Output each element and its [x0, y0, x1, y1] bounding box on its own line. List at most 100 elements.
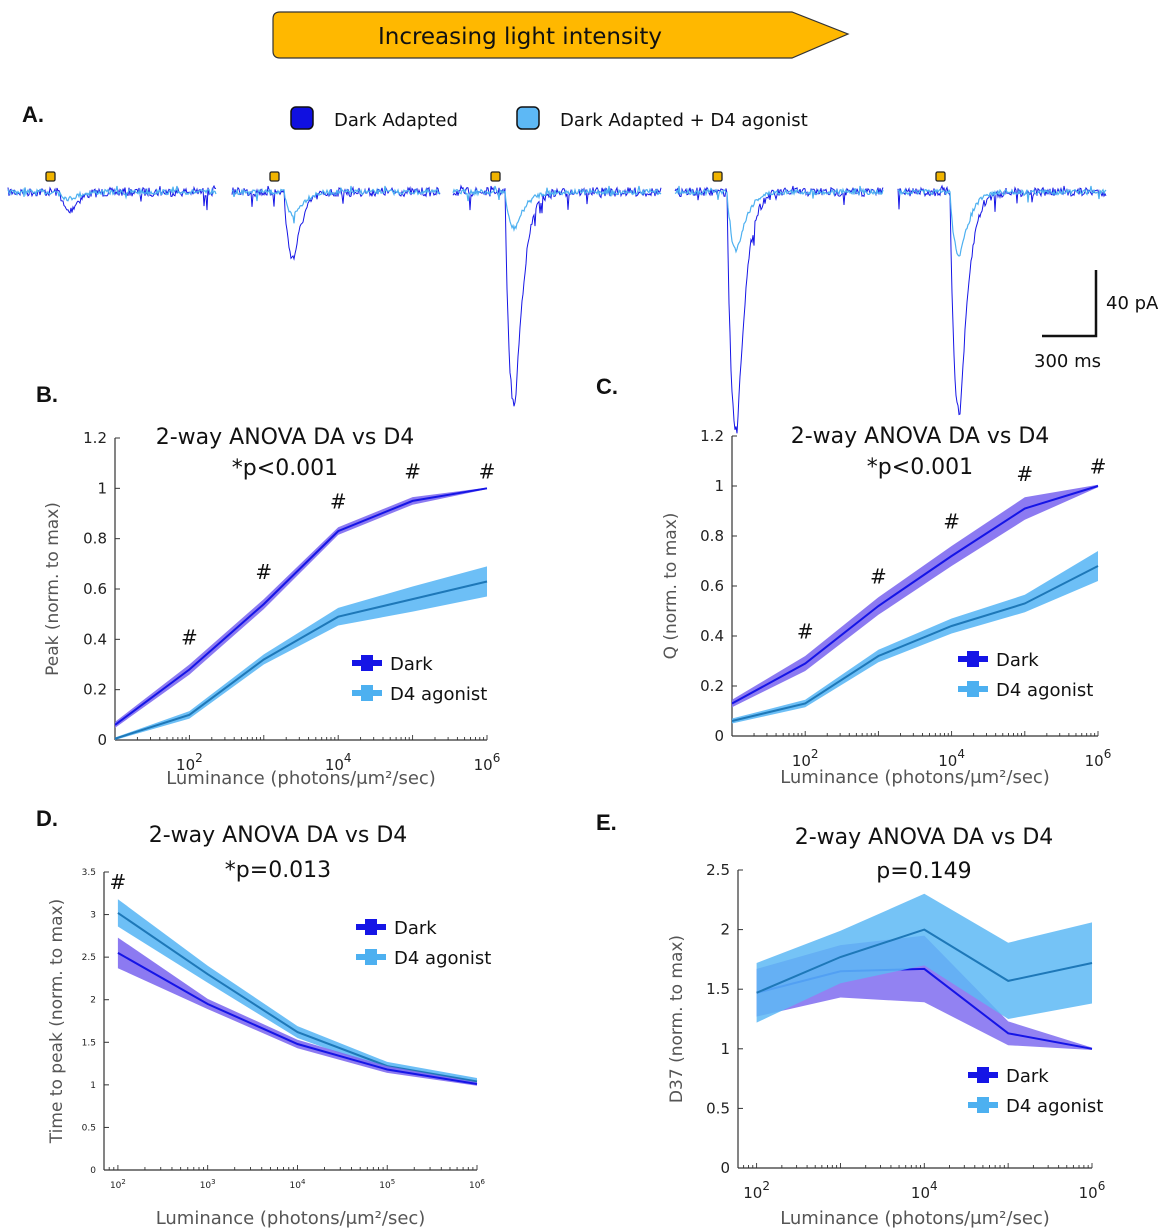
- trace-d4-agonist: [232, 186, 440, 223]
- trace-dark-adapted: [898, 186, 1106, 415]
- legend-marker-dark: [967, 651, 979, 667]
- y-tick-label: 0: [720, 1159, 730, 1177]
- y-tick-label: 1.2: [700, 427, 724, 445]
- legend-label-dark-adapted: Dark Adapted: [334, 110, 458, 131]
- trace-dark-adapted: [675, 186, 883, 433]
- x-tick-label: 104: [289, 1178, 305, 1191]
- trace-d4-agonist: [453, 186, 661, 230]
- significance-marker: #: [943, 510, 960, 534]
- scale-bar: 40 pA 300 ms: [1034, 270, 1159, 372]
- legend-label-dark: Dark: [390, 654, 433, 675]
- legend-marker-d4-agonist: [361, 685, 373, 701]
- y-tick-label: 1.5: [82, 1038, 96, 1048]
- y-axis-label: Time to peak (norm. to max): [47, 899, 67, 1144]
- panel-letter: E.: [596, 810, 617, 835]
- stimulus-marker: [491, 172, 500, 181]
- chart-panel-b: B.2-way ANOVA DA vs D4*p<0.00100.20.40.6…: [36, 382, 500, 789]
- y-axis-label: Q (norm. to max): [661, 513, 681, 660]
- x-tick-label: 105: [379, 1178, 395, 1191]
- current-traces: [8, 172, 1106, 433]
- chart-subtitle: *p<0.001: [232, 456, 338, 481]
- y-tick-label: 2: [720, 921, 730, 939]
- scale-bar-y-label: 40 pA: [1106, 293, 1159, 314]
- significance-marker: #: [870, 565, 887, 589]
- panel-a: A. Dark Adapted Dark Adapted + D4 agonis…: [8, 102, 1159, 433]
- y-axis-label: D37 (norm. to max): [667, 935, 687, 1103]
- y-tick-label: 0.8: [83, 530, 107, 548]
- legend-label-d4-agonist: D4 agonist: [996, 680, 1093, 701]
- y-tick-label: 2: [90, 996, 96, 1006]
- significance-marker: #: [797, 620, 814, 644]
- y-tick-label: 2.5: [706, 861, 730, 879]
- y-tick-label: 1.2: [83, 429, 107, 447]
- legend-label-dark: Dark: [996, 650, 1039, 671]
- x-tick-label: 104: [911, 1179, 938, 1202]
- legend-label-d4-agonist: D4 agonist: [1006, 1096, 1103, 1117]
- significance-marker: #: [1016, 462, 1033, 486]
- trace-d4-agonist: [675, 186, 883, 252]
- x-tick-label: 106: [474, 751, 501, 774]
- significance-marker: #: [404, 459, 421, 483]
- y-tick-label: 0.6: [700, 577, 724, 595]
- trace-dark-adapted: [232, 186, 440, 259]
- y-tick-label: 0.5: [82, 1123, 96, 1133]
- legend-label-dark: Dark: [1006, 1066, 1049, 1087]
- chart-subtitle: *p=0.013: [225, 858, 331, 883]
- chart-panel-e: E. 2-way ANOVA DA vs D4 p=0.149 0 0.5 1 1.5 2 2.…: [596, 810, 1105, 1229]
- panel-letter: C.: [596, 374, 618, 399]
- legend-swatch-d4: [517, 107, 539, 129]
- y-tick-label: 0.5: [706, 1099, 730, 1117]
- y-tick-label: 1: [90, 1081, 96, 1091]
- panel-a-letter: A.: [22, 102, 44, 127]
- stimulus-marker: [936, 172, 945, 181]
- panel-letter: D.: [36, 806, 58, 831]
- y-tick-label: 3.5: [82, 868, 96, 878]
- panel-a-legend: Dark Adapted Dark Adapted + D4 agonist: [291, 107, 808, 131]
- legend-marker-dark: [977, 1067, 989, 1083]
- legend-label-d4: Dark Adapted + D4 agonist: [560, 110, 808, 131]
- y-tick-label: 0: [97, 731, 107, 749]
- y-tick-label: 0.4: [83, 630, 107, 648]
- trace-dark-adapted: [453, 186, 661, 406]
- x-tick-label: 103: [200, 1178, 216, 1191]
- legend-marker-d4-agonist: [967, 681, 979, 697]
- chart-title: 2-way ANOVA DA vs D4: [149, 823, 408, 848]
- series-line-dark: [118, 953, 477, 1084]
- banner-label: Increasing light intensity: [378, 24, 662, 50]
- x-tick-label: 102: [743, 1179, 770, 1202]
- chart-title: 2-way ANOVA DA vs D4: [795, 825, 1054, 850]
- y-tick-label: 0.8: [700, 527, 724, 545]
- chart-panel-d: D. 2-way ANOVA DA vs D4 *p=0.013 0 0.5 1 1.5 2 2…: [36, 806, 491, 1229]
- legend-marker-d4-agonist: [365, 949, 377, 965]
- stimulus-marker: [46, 172, 55, 181]
- chart-title: 2-way ANOVA DA vs D4: [156, 425, 415, 450]
- legend-label-dark: Dark: [394, 918, 437, 939]
- x-axis-label: Luminance (photons/μm²/sec): [780, 1208, 1050, 1229]
- x-axis-label: Luminance (photons/μm²/sec): [166, 768, 436, 789]
- y-tick-label: 1.5: [706, 980, 730, 998]
- chart-panel-c: C. 2-way ANOVA DA vs D4 *p<0.001 0 0.2 0.4 0.6…: [596, 374, 1111, 788]
- scale-bar-lines: [1042, 270, 1096, 336]
- stimulus-marker: [713, 172, 722, 181]
- y-tick-label: 1: [720, 1040, 730, 1058]
- y-tick-label: 3: [90, 911, 96, 921]
- legend-label-d4-agonist: D4 agonist: [390, 684, 487, 705]
- y-tick-label: 0.2: [83, 681, 107, 699]
- intensity-banner: Increasing light intensity: [273, 12, 848, 58]
- scale-bar-x-label: 300 ms: [1034, 351, 1101, 372]
- chart-subtitle: p=0.149: [876, 859, 971, 884]
- legend-swatch-dark-adapted: [291, 107, 313, 129]
- significance-marker: #: [1090, 455, 1107, 479]
- x-tick-label: 102: [110, 1178, 126, 1191]
- chart-title: 2-way ANOVA DA vs D4: [791, 424, 1050, 449]
- legend-label-d4-agonist: D4 agonist: [394, 948, 491, 969]
- legend-marker-d4-agonist: [977, 1097, 989, 1113]
- x-axis-label: Luminance (photons/μm²/sec): [156, 1208, 426, 1229]
- stimulus-marker: [270, 172, 279, 181]
- y-tick-label: 1: [97, 479, 107, 497]
- y-tick-label: 0.2: [700, 677, 724, 695]
- significance-marker: #: [255, 560, 272, 584]
- chart-subtitle: *p<0.001: [867, 455, 973, 480]
- significance-marker: #: [330, 489, 347, 513]
